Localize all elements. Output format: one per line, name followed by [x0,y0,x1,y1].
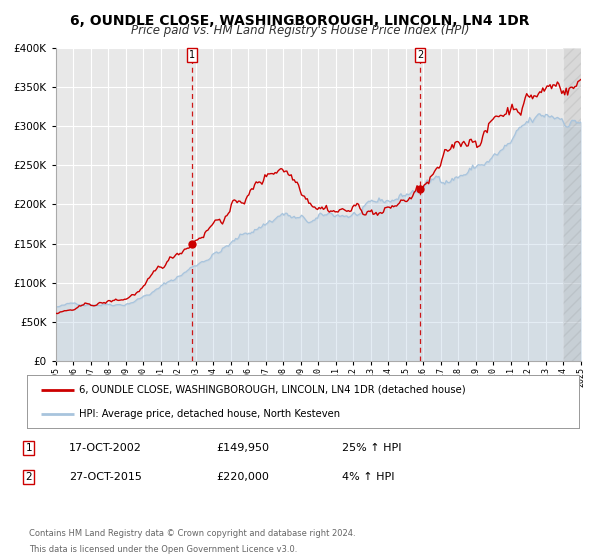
Text: £220,000: £220,000 [216,472,269,482]
Text: 6, OUNDLE CLOSE, WASHINGBOROUGH, LINCOLN, LN4 1DR: 6, OUNDLE CLOSE, WASHINGBOROUGH, LINCOLN… [70,14,530,28]
Text: 4% ↑ HPI: 4% ↑ HPI [342,472,395,482]
Text: 1: 1 [25,443,32,453]
Text: 2: 2 [25,472,32,482]
Text: 25% ↑ HPI: 25% ↑ HPI [342,443,401,453]
Text: 17-OCT-2002: 17-OCT-2002 [69,443,142,453]
Text: 6, OUNDLE CLOSE, WASHINGBOROUGH, LINCOLN, LN4 1DR (detached house): 6, OUNDLE CLOSE, WASHINGBOROUGH, LINCOLN… [79,385,466,395]
Text: 27-OCT-2015: 27-OCT-2015 [69,472,142,482]
Text: This data is licensed under the Open Government Licence v3.0.: This data is licensed under the Open Gov… [29,545,297,554]
Text: Contains HM Land Registry data © Crown copyright and database right 2024.: Contains HM Land Registry data © Crown c… [29,529,355,538]
Bar [563,48,581,361]
Text: £149,950: £149,950 [216,443,269,453]
Text: 2: 2 [417,50,424,60]
Text: 1: 1 [189,50,196,60]
Text: HPI: Average price, detached house, North Kesteven: HPI: Average price, detached house, Nort… [79,409,341,419]
Text: Price paid vs. HM Land Registry's House Price Index (HPI): Price paid vs. HM Land Registry's House … [131,24,469,37]
